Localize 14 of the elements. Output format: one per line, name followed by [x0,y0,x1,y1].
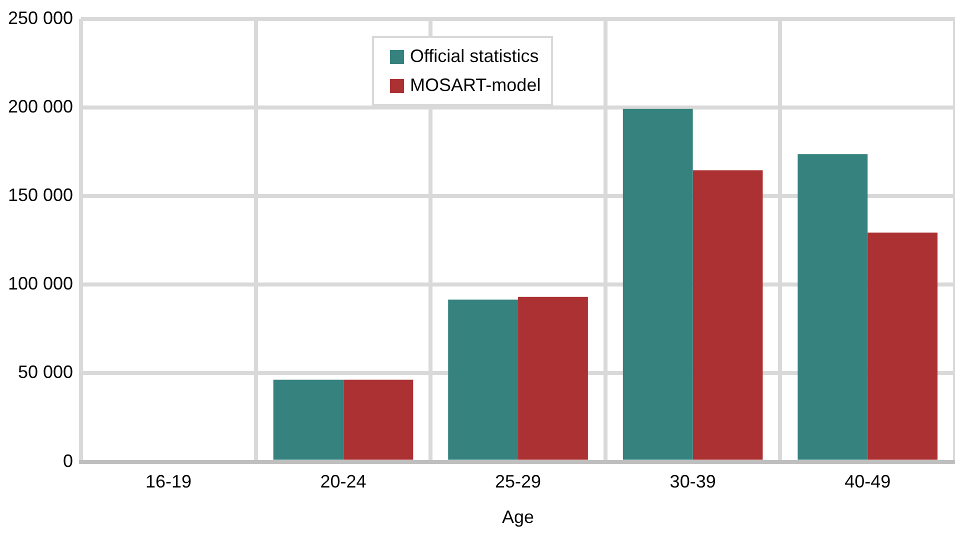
y-tick-label: 50 000 [18,362,74,382]
x-tick-label: 25-29 [495,472,542,492]
x-axis-title: Age [502,507,534,528]
y-tick-label: 100 000 [8,274,74,294]
legend-label: MOSART-model [410,75,541,96]
x-tick-label: 16-19 [145,472,192,492]
x-tick-label: 30-39 [670,472,716,492]
y-tick-label: 250 000 [8,8,74,28]
x-tick-label: 20-24 [320,472,366,492]
y-tick-label: 200 000 [8,96,74,116]
legend-label: Official statistics [410,46,539,67]
y-tick-label: 0 [63,450,74,471]
x-tick-label: 40-49 [844,472,891,492]
y-tick-label: 150 000 [8,184,74,205]
